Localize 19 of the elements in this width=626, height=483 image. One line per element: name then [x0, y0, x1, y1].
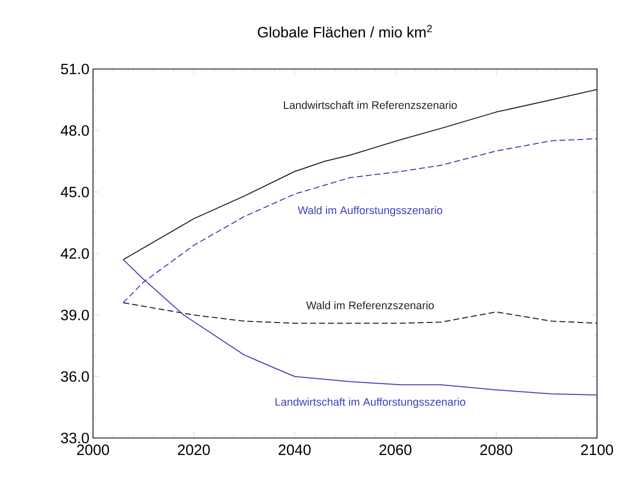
y-tick-label: 36.0: [60, 371, 89, 382]
x-tick-label: 2100: [581, 444, 614, 456]
y-tick-label: 33.0: [60, 432, 89, 444]
series-label: Landwirtschaft im Aufforstungsszenario: [276, 398, 466, 408]
x-tick-label: 2000: [77, 444, 110, 456]
x-tick-label: 2080: [480, 444, 512, 456]
y-tick-label: 42.0: [60, 248, 89, 259]
y-tick-label: 45.0: [60, 186, 89, 198]
line-series: [122, 88, 598, 260]
x-tick-label: 2020: [178, 444, 210, 456]
y-tick-label: 51.0: [60, 64, 89, 74]
x-tick-label: 2040: [278, 444, 311, 456]
series-label: Landwirtschaft im Referenzszenario: [284, 100, 457, 109]
y-tick-label: 48.0: [60, 125, 89, 136]
chart-title: Globale Flächen / mio km$^{2}$: [258, 24, 432, 38]
series-label: Wald im Aufforstungsszenario: [298, 206, 442, 216]
x-tick-label: 2060: [380, 444, 412, 456]
y-tick-label: 39.0: [60, 310, 89, 320]
series-label: Wald im Referenzszenario: [306, 301, 434, 310]
